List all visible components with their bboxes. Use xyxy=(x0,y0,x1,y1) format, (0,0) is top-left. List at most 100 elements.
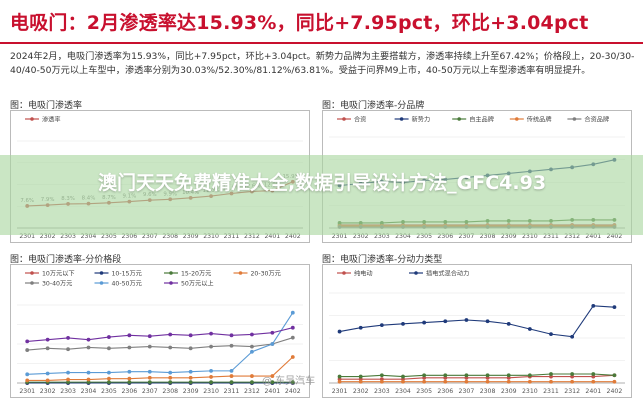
series-line xyxy=(339,374,615,380)
x-tick-label: 2308 xyxy=(162,233,178,240)
watermark-text: 澳门天天免费精准大全,数据引导设计方法_GFC4.93 xyxy=(97,172,547,194)
data-point xyxy=(612,379,617,384)
data-point xyxy=(229,333,234,338)
x-tick-label: 2309 xyxy=(183,388,199,395)
data-point xyxy=(464,373,469,378)
data-point xyxy=(107,376,111,381)
legend-label: 15-20万元 xyxy=(181,271,211,278)
x-tick-label: 2302 xyxy=(353,388,369,395)
data-point xyxy=(443,319,448,324)
report-header: 电吸门：2月渗透率达15.93%，同比+7.95pct，环比+3.04pct xyxy=(0,0,643,44)
header-yoy-label: ，同比 xyxy=(276,12,335,34)
legend-marker xyxy=(99,271,104,275)
series-line xyxy=(339,305,615,338)
data-point xyxy=(591,379,596,384)
data-point xyxy=(549,372,553,376)
series-line xyxy=(339,373,615,378)
data-point xyxy=(612,305,617,310)
data-point xyxy=(422,320,427,325)
data-point xyxy=(229,380,234,385)
legend-label: 40-50万元 xyxy=(112,281,142,288)
legend-label: 传统品牌 xyxy=(527,116,552,124)
data-point xyxy=(379,323,384,328)
data-point xyxy=(86,370,91,375)
x-tick-label: 2401 xyxy=(264,388,280,395)
x-tick-label: 2303 xyxy=(374,388,390,395)
header-penetration: 15.93% xyxy=(196,12,277,34)
data-point xyxy=(591,303,596,308)
data-point xyxy=(168,380,173,385)
x-tick-label: 2308 xyxy=(480,388,496,395)
x-tick-label: 2308 xyxy=(162,388,178,395)
legend-marker xyxy=(342,117,346,121)
data-point xyxy=(147,334,152,339)
chart-svg-price: 2301 2302 2303 2304 2305 2306 2307 2308 2309 2310… xyxy=(17,271,303,395)
data-point xyxy=(86,380,91,385)
x-tick-label: 2304 xyxy=(81,388,97,395)
chart-frame: 2301 2302 2303 2304 2305 2306 2307 2308 2309 2310… xyxy=(10,264,310,398)
data-point xyxy=(506,321,511,326)
x-tick-label: 2304 xyxy=(395,388,411,395)
legend-marker xyxy=(30,271,34,275)
x-tick-label: 2307 xyxy=(142,388,158,395)
x-tick-label: 2301 xyxy=(19,233,35,240)
series-line xyxy=(27,312,294,375)
header-yoy: +7.95pct xyxy=(334,12,433,34)
data-point xyxy=(168,345,173,350)
data-point xyxy=(250,349,254,354)
data-point xyxy=(209,380,213,385)
watermark-banner: 澳门天天免费精准大全,数据引导设计方法_GFC4.93 xyxy=(0,155,643,235)
data-point xyxy=(485,373,490,378)
data-point xyxy=(147,380,152,385)
data-point xyxy=(401,379,405,384)
x-tick-label: 2305 xyxy=(101,388,117,395)
data-point xyxy=(422,379,427,384)
data-point xyxy=(45,346,50,351)
legend-label: 新势力 xyxy=(412,116,431,124)
data-point xyxy=(229,368,234,373)
data-point xyxy=(250,380,254,385)
legend-label: 合资 xyxy=(354,116,366,124)
data-point xyxy=(422,373,427,378)
x-tick-label: 2310 xyxy=(522,233,538,240)
series-line xyxy=(27,327,293,342)
chart-svg-power: 2301 2302 2303 2304 2305 2306 2307 2308 2309 2310… xyxy=(329,270,625,395)
data-point xyxy=(188,380,193,385)
data-point xyxy=(250,374,254,378)
chart-title: 图：电吸门渗透率-分品牌 xyxy=(322,101,425,111)
legend-marker xyxy=(414,271,418,275)
legend-label: 渗透率 xyxy=(42,116,61,124)
legend-marker xyxy=(169,271,173,275)
data-point xyxy=(229,374,234,378)
x-tick-label: 2311 xyxy=(543,388,559,395)
data-point xyxy=(107,346,111,351)
data-point xyxy=(443,379,448,384)
x-tick-label: 2305 xyxy=(416,233,432,240)
data-point xyxy=(147,344,152,349)
legend-marker xyxy=(169,281,173,285)
data-point xyxy=(107,370,111,375)
x-tick-label: 2310 xyxy=(203,233,219,240)
legend-label: 合资品牌 xyxy=(584,116,609,124)
data-point xyxy=(45,378,50,383)
data-point xyxy=(506,373,511,378)
data-point xyxy=(147,375,152,380)
x-tick-label: 2311 xyxy=(224,388,240,395)
data-point xyxy=(527,379,532,384)
legend-label: 纯电动 xyxy=(354,270,373,278)
legend-label: 30-40万元 xyxy=(42,281,72,288)
chart-title: 图：电吸门渗透率-分价格段 xyxy=(10,255,122,265)
x-tick-label: 2309 xyxy=(501,388,517,395)
x-tick-label: 2312 xyxy=(564,388,580,395)
legend-marker xyxy=(572,117,577,121)
data-point xyxy=(229,343,234,348)
legend-marker xyxy=(30,281,34,285)
data-point xyxy=(379,373,384,378)
data-point xyxy=(147,369,152,374)
data-point xyxy=(45,337,50,342)
x-tick-label: 2307 xyxy=(142,233,158,240)
data-point xyxy=(168,332,173,337)
x-tick-label: 2310 xyxy=(522,388,538,395)
data-point xyxy=(464,379,469,384)
x-tick-label: 2401 xyxy=(264,233,280,240)
